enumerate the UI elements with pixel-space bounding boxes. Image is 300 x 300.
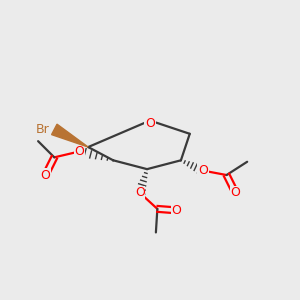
Text: O: O <box>145 117 155 130</box>
Text: O: O <box>74 145 84 158</box>
Text: Br: Br <box>36 123 50 136</box>
Text: O: O <box>172 204 182 217</box>
Text: O: O <box>198 164 208 177</box>
Text: O: O <box>135 186 145 199</box>
Text: O: O <box>230 186 240 199</box>
Text: O: O <box>40 169 50 182</box>
Polygon shape <box>52 124 88 147</box>
